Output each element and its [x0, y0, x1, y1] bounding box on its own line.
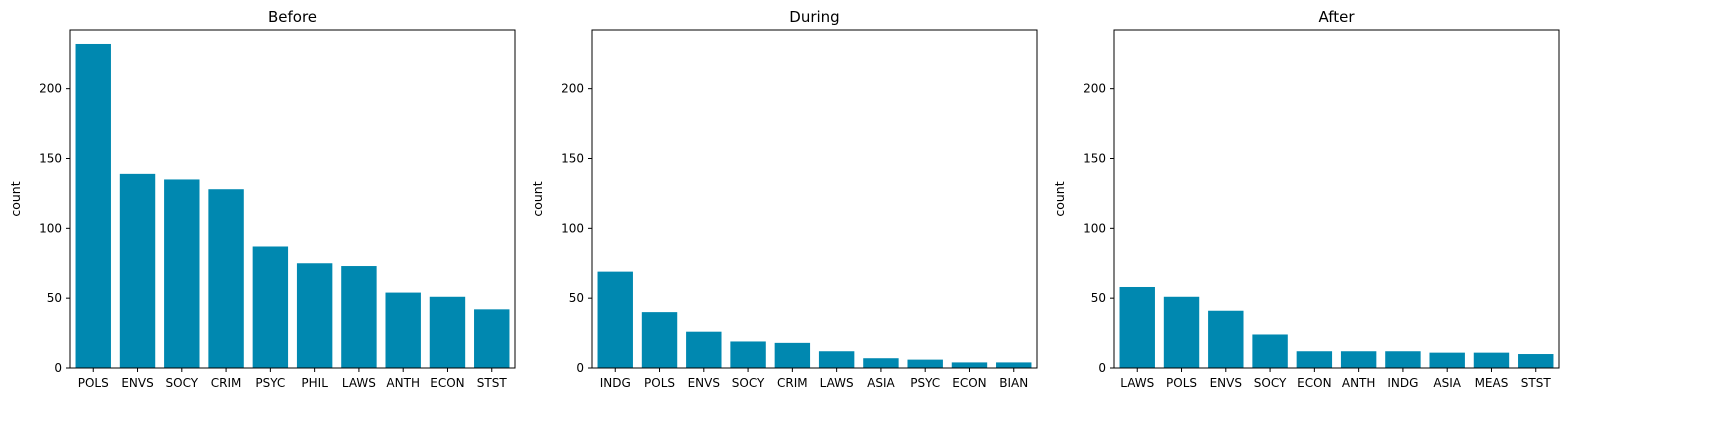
x-tick-label: STST	[477, 376, 508, 390]
bar-envs	[119, 173, 156, 368]
y-tick-label: 150	[561, 151, 584, 165]
x-tick-label: ECON	[1297, 376, 1331, 390]
y-tick-label: 50	[569, 291, 584, 305]
plot-frame	[1113, 29, 1560, 369]
bar-phil	[296, 263, 333, 368]
bar-stst	[474, 309, 510, 368]
chart-title: After	[1318, 8, 1355, 26]
y-tick-label: 50	[1091, 291, 1106, 305]
x-tick-label: PSYC	[910, 376, 940, 390]
chart-panel-0: POLS ENVS SOCY CRIM PSYC PHIL LAWS ANTH ECON STST…	[8, 8, 516, 390]
bar-asia	[863, 358, 899, 368]
x-tick-label: CRIM	[777, 376, 808, 390]
x-tick-label: ENVS	[1210, 376, 1242, 390]
bar-anth	[385, 292, 421, 368]
x-tick-label: ECON	[430, 376, 464, 390]
x-tick-label: STST	[1521, 376, 1552, 390]
x-tick-label: ENVS	[121, 376, 153, 390]
y-tick-label: 150	[39, 151, 62, 165]
x-tick-label: PHIL	[301, 376, 328, 390]
y-tick-label: 50	[47, 291, 62, 305]
bar-econ	[429, 296, 466, 368]
bar-asia	[1429, 352, 1465, 368]
bar-crim	[208, 189, 244, 368]
bar-psyc	[252, 246, 289, 368]
y-tick-label: 100	[561, 221, 584, 235]
plot-frame	[69, 29, 516, 369]
bar-socy	[1252, 334, 1288, 368]
bar-stst	[1518, 354, 1554, 368]
chart-title: Before	[268, 8, 317, 26]
y-tick-label: 100	[1083, 221, 1106, 235]
bar-psyc	[907, 359, 943, 368]
x-tick-label: POLS	[644, 376, 675, 390]
x-tick-label: MEAS	[1475, 376, 1509, 390]
x-tick-label: POLS	[78, 376, 109, 390]
x-tick-label: POLS	[1166, 376, 1197, 390]
bar-anth	[1340, 351, 1377, 368]
y-axis-label: count	[8, 181, 23, 216]
bar-econ	[951, 362, 988, 368]
bar-pols	[75, 43, 111, 368]
bar-envs	[686, 331, 722, 368]
chart-panel-1: INDG POLS ENVS SOCY CRIM LAWS ASIA PSYC ECON BIAN…	[530, 8, 1038, 390]
y-axis-label: count	[530, 181, 545, 216]
y-tick-label: 150	[1083, 151, 1106, 165]
x-tick-label: INDG	[1387, 376, 1418, 390]
bar-pols	[1163, 296, 1200, 368]
y-tick-label: 0	[1098, 361, 1106, 375]
chart-title: During	[789, 8, 839, 26]
bar-socy	[164, 179, 200, 368]
x-tick-label: ASIA	[1433, 376, 1461, 390]
y-tick-label: 200	[39, 82, 62, 96]
x-tick-label: LAWS	[342, 376, 376, 390]
x-tick-label: ASIA	[867, 376, 895, 390]
x-tick-label: PSYC	[255, 376, 285, 390]
bar-meas	[1473, 352, 1510, 368]
y-tick-label: 200	[1083, 82, 1106, 96]
bar-econ	[1296, 351, 1333, 368]
x-tick-label: CRIM	[211, 376, 242, 390]
y-tick-label: 0	[54, 361, 62, 375]
bar-bian	[996, 362, 1032, 368]
x-tick-label: LAWS	[1120, 376, 1154, 390]
y-tick-label: 0	[576, 361, 584, 375]
bar-laws	[818, 351, 855, 368]
y-axis-label: count	[1052, 181, 1067, 216]
y-tick-label: 100	[39, 221, 62, 235]
y-tick-label: 200	[561, 82, 584, 96]
bar-crim	[774, 342, 811, 368]
x-tick-label: BIAN	[999, 376, 1028, 390]
x-tick-label: SOCY	[732, 376, 765, 390]
bar-pols	[641, 312, 678, 368]
bar-laws	[341, 266, 377, 368]
x-tick-label: ANTH	[386, 376, 420, 390]
x-tick-label: INDG	[600, 376, 631, 390]
x-tick-label: SOCY	[1254, 376, 1287, 390]
bar-socy	[730, 341, 766, 368]
x-tick-label: LAWS	[820, 376, 854, 390]
bar-indg	[597, 271, 633, 368]
chart-panel-2: LAWS POLS ENVS SOCY ECON ANTH INDG ASIA MEAS STST…	[1052, 8, 1560, 390]
x-tick-label: SOCY	[166, 376, 199, 390]
x-tick-label: ANTH	[1342, 376, 1376, 390]
plot-frame	[591, 29, 1038, 369]
x-tick-label: ENVS	[688, 376, 720, 390]
bar-laws	[1119, 286, 1155, 368]
bar-indg	[1385, 351, 1421, 368]
bar-envs	[1208, 310, 1244, 368]
x-tick-label: ECON	[952, 376, 986, 390]
